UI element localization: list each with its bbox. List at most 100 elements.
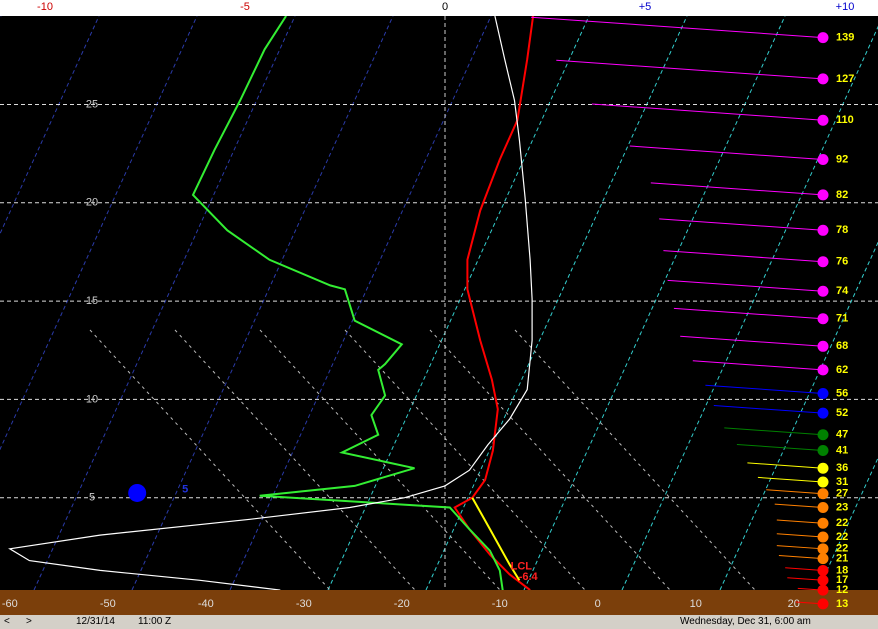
wind-dot bbox=[817, 189, 829, 201]
isotherm bbox=[621, 25, 878, 590]
wind-barb bbox=[713, 405, 824, 414]
wind-dot bbox=[817, 224, 829, 236]
x-tick-label: 0 bbox=[595, 598, 601, 610]
wind-barb bbox=[673, 307, 824, 320]
isotherm bbox=[425, 16, 688, 590]
wind-barb bbox=[776, 519, 824, 524]
wind-speed-label: 18 bbox=[836, 564, 848, 576]
wind-barb bbox=[785, 567, 824, 571]
x-tick-label: -20 bbox=[394, 598, 410, 610]
y-tick-label: 20 bbox=[86, 197, 98, 209]
profile-line bbox=[191, 16, 504, 590]
wind-barb bbox=[776, 545, 824, 550]
wind-speed-label: 82 bbox=[836, 189, 848, 201]
wind-dot bbox=[817, 564, 829, 576]
status-date: 12/31/14 bbox=[76, 616, 115, 627]
wind-speed-label: 41 bbox=[836, 444, 848, 456]
wind-speed-label: 92 bbox=[836, 153, 848, 165]
x-tick-label: -30 bbox=[296, 598, 312, 610]
status-time: 11:00 Z bbox=[138, 616, 172, 627]
wind-barb bbox=[663, 250, 824, 263]
top-tick-label: -10 bbox=[37, 1, 53, 13]
wind-speed-label: 27 bbox=[836, 488, 848, 500]
wind-dot bbox=[817, 313, 829, 325]
wind-speed-label: 76 bbox=[836, 256, 848, 268]
plot-area bbox=[0, 16, 878, 590]
wind-barb bbox=[736, 443, 824, 452]
wind-dot bbox=[817, 488, 829, 500]
wind-dot bbox=[817, 543, 829, 555]
wind-barb bbox=[591, 103, 824, 121]
wind-speed-label: 71 bbox=[836, 313, 848, 325]
prev-button[interactable]: < bbox=[4, 616, 10, 627]
wind-dot bbox=[817, 429, 829, 441]
wind-barb bbox=[531, 16, 824, 39]
wind-dot bbox=[817, 114, 829, 126]
wind-dot bbox=[817, 531, 829, 543]
wind-barb bbox=[776, 533, 824, 538]
x-tick-label: -60 bbox=[2, 598, 18, 610]
top-tick-label: 0 bbox=[442, 1, 448, 13]
wind-barb bbox=[659, 218, 824, 231]
wind-speed-label: 22 bbox=[836, 531, 848, 543]
isotherm bbox=[817, 456, 878, 590]
wind-dot bbox=[817, 476, 829, 488]
wind-barb bbox=[705, 384, 824, 394]
top-tick-label: +10 bbox=[836, 1, 855, 13]
wind-speed-label: 23 bbox=[836, 501, 848, 513]
wind-dot bbox=[817, 387, 829, 399]
y-tick-label: 15 bbox=[86, 295, 98, 307]
wind-dot bbox=[817, 502, 829, 514]
wind-speed-label: 56 bbox=[836, 387, 848, 399]
x-tick-label: -10 bbox=[492, 598, 508, 610]
wind-barb bbox=[724, 427, 824, 436]
wind-dot bbox=[817, 256, 829, 268]
wind-dot bbox=[817, 445, 829, 457]
adiabat bbox=[514, 329, 756, 590]
wind-barb bbox=[766, 489, 824, 495]
y-tick-label: 10 bbox=[86, 393, 98, 405]
annotation: -6.4 bbox=[519, 571, 539, 583]
wind-dot bbox=[817, 407, 829, 419]
wind-speed-label: 13 bbox=[836, 598, 848, 610]
wind-barb bbox=[778, 555, 824, 560]
wind-speed-label: 36 bbox=[836, 462, 848, 474]
wind-barb bbox=[757, 476, 824, 483]
wind-barb bbox=[667, 279, 824, 292]
x-tick-label: -50 bbox=[100, 598, 116, 610]
y-tick-label: 25 bbox=[86, 98, 98, 110]
next-button[interactable]: > bbox=[26, 616, 32, 627]
wind-barb bbox=[650, 182, 824, 196]
wind-speed-label: 127 bbox=[836, 73, 854, 85]
wind-speed-label: 74 bbox=[836, 285, 849, 297]
wind-barb bbox=[680, 335, 824, 347]
wind-dot bbox=[817, 340, 829, 352]
wind-speed-label: 22 bbox=[836, 543, 848, 555]
wind-speed-label: 47 bbox=[836, 429, 848, 441]
wind-dot bbox=[817, 584, 829, 596]
wind-speed-label: 52 bbox=[836, 407, 848, 419]
annotation: LCL bbox=[511, 560, 533, 572]
wind-dot bbox=[817, 154, 829, 166]
wind-speed-label: 68 bbox=[836, 340, 848, 352]
profile-line bbox=[8, 16, 533, 590]
wind-speed-label: 139 bbox=[836, 32, 854, 44]
x-tick-label: -40 bbox=[198, 598, 214, 610]
wind-dot bbox=[817, 32, 829, 44]
x-tick-label: 20 bbox=[788, 598, 800, 610]
wind-dot bbox=[817, 517, 829, 529]
wind-dot bbox=[817, 574, 829, 586]
wind-barb bbox=[787, 577, 824, 581]
wind-dot bbox=[817, 553, 829, 565]
wind-barb bbox=[629, 145, 824, 161]
wind-speed-label: 17 bbox=[836, 574, 848, 586]
top-tick-label: -5 bbox=[240, 1, 250, 13]
wind-barb bbox=[747, 462, 824, 469]
isotherm bbox=[131, 16, 394, 590]
wind-dot bbox=[817, 285, 829, 297]
isotherm bbox=[327, 16, 590, 590]
adiabat bbox=[429, 329, 671, 590]
wind-dot bbox=[817, 598, 829, 610]
